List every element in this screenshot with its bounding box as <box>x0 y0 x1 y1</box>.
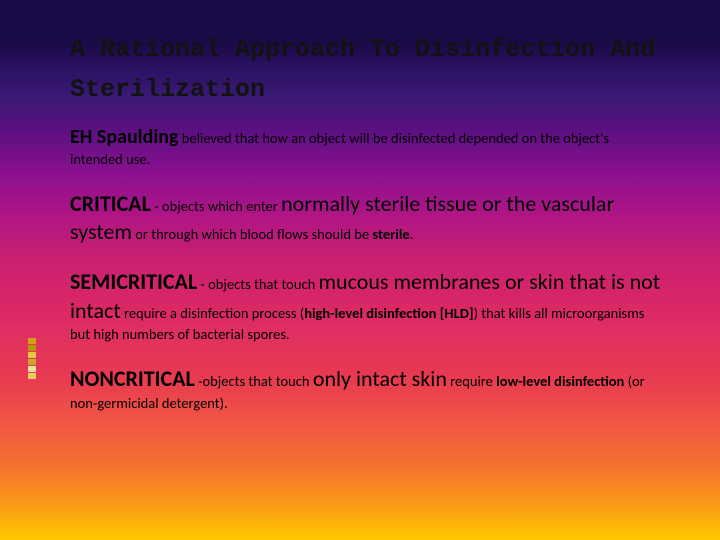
critical-label: CRITICAL <box>70 190 151 217</box>
noncritical-t2: require <box>447 372 496 390</box>
noncritical-bold: low-level disinfection <box>496 372 624 390</box>
semicritical-bold: high-level disinfection [HLD] <box>304 304 473 322</box>
critical-bold: sterile <box>372 225 409 243</box>
noncritical-paragraph: NONCRITICAL -objects that touch only int… <box>70 365 662 412</box>
semicritical-paragraph: SEMICRITICAL - objects that touch mucous… <box>70 268 662 344</box>
accent-stripe <box>28 366 36 372</box>
accent-stripe <box>28 373 36 379</box>
critical-t2: or through which blood flows should be <box>132 225 372 243</box>
accent-stripe <box>28 352 36 358</box>
noncritical-t1: -objects that touch <box>195 372 313 390</box>
accent-stripe <box>28 338 36 344</box>
accent-stripe <box>28 345 36 351</box>
accent-stripes <box>28 338 36 380</box>
semicritical-t2: require a disinfection process ( <box>121 304 304 322</box>
slide-title: A Rational Approach To Disinfection And … <box>70 30 662 110</box>
semicritical-label: SEMICRITICAL <box>70 268 197 295</box>
noncritical-label: NONCRITICAL <box>70 365 195 392</box>
slide-content: A Rational Approach To Disinfection And … <box>0 0 720 454</box>
author-name: EH Spaulding <box>70 125 178 149</box>
semicritical-t1: - objects that touch <box>197 275 318 293</box>
critical-paragraph: CRITICAL - objects which enter normally … <box>70 190 662 247</box>
intro-paragraph: EH Spaulding believed that how an object… <box>70 124 662 169</box>
accent-stripe <box>28 359 36 365</box>
critical-t3: . <box>410 225 414 243</box>
critical-t1: - objects which enter <box>151 197 281 215</box>
noncritical-big: only intact skin <box>313 365 447 392</box>
